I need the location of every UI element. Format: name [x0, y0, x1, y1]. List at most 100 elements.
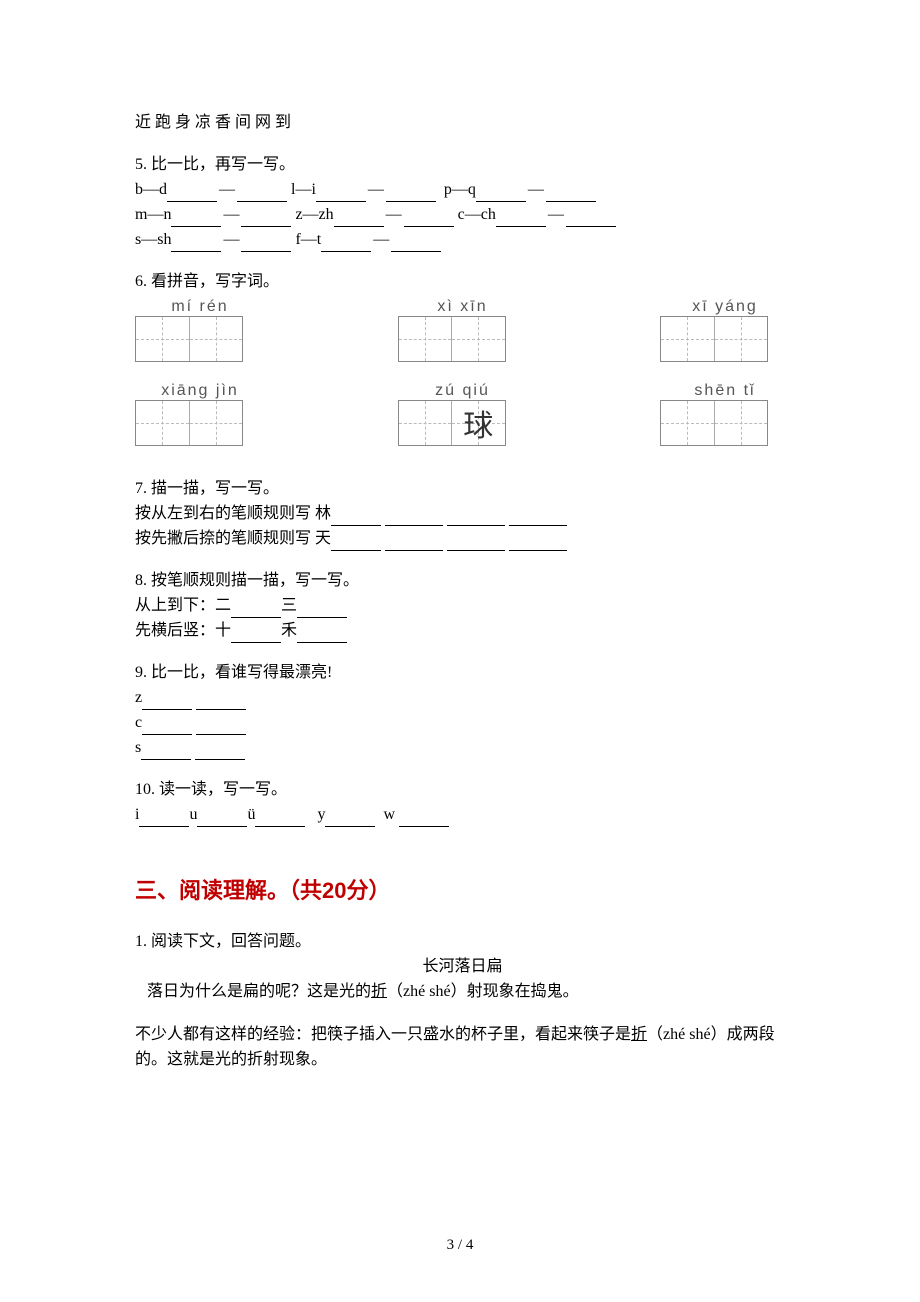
blank — [196, 693, 246, 710]
q5-pair: s—sh — [135, 231, 171, 248]
passage-p2: 不少人都有这样的经验：把筷子插入一只盛水的杯子里，看起来筷子是折（zhé shé… — [135, 1022, 790, 1072]
blank — [197, 810, 247, 827]
q9-line-s: s — [135, 735, 790, 760]
pinyin-label: xiāng jìn — [135, 382, 265, 400]
p1-post: （zhé shé）射现象在捣鬼。 — [387, 983, 579, 1000]
blank — [334, 210, 384, 227]
q5-pair: c—ch — [458, 206, 496, 223]
passage-title: 长河落日扁 — [135, 954, 790, 979]
q6-row1: mí rén xì xīn xī yáng — [135, 298, 790, 362]
q10-letter: u — [189, 806, 197, 823]
q6-row2: xiāng jìn zú qiú 球 shēn tǐ — [135, 382, 790, 446]
q5-pair: z—zh — [295, 206, 333, 223]
blank — [231, 601, 281, 618]
blank — [509, 534, 567, 551]
question-9: 9. 比一比，看谁写得最漂亮! z c s — [135, 660, 790, 760]
question-7: 7. 描一描，写一写。 按从左到右的笔顺规则写 林 按先撇后捺的笔顺规则写 天 — [135, 476, 790, 551]
q8-line1-text: 从上到下：二 — [135, 597, 231, 614]
blank — [241, 235, 291, 252]
blank — [195, 743, 245, 760]
p1-pre: 落日为什么是扁的呢？这是光的 — [147, 983, 371, 1000]
reading-question-1: 1. 阅读下文，回答问题。 长河落日扁 落日为什么是扁的呢？这是光的折（zhé … — [135, 929, 790, 1072]
writing-grid — [660, 400, 768, 446]
pinyin-item: mí rén — [135, 298, 265, 362]
q9-line-z: z — [135, 685, 790, 710]
pinyin-label: mí rén — [135, 298, 265, 316]
q10-number: 10. — [135, 781, 155, 798]
writing-grid: 球 — [398, 400, 506, 446]
q8-line1-mid: 三 — [281, 597, 297, 614]
p1-underline: 折 — [371, 983, 387, 1000]
q9-title: 比一比，看谁写得最漂亮! — [151, 664, 332, 681]
blank — [171, 235, 221, 252]
page-footer: 3 / 4 — [0, 1237, 920, 1254]
q4-characters: 近 跑 身 凉 香 间 网 到 — [135, 110, 790, 135]
blank — [237, 185, 287, 202]
q10-letter: ü — [247, 806, 255, 823]
q9-line-c: c — [135, 710, 790, 735]
q7-line2-text: 按先撇后捺的笔顺规则写 天 — [135, 530, 331, 547]
writing-grid — [135, 316, 243, 362]
writing-grid — [135, 400, 243, 446]
pinyin-label: shēn tǐ — [660, 382, 790, 400]
question-10: 10. 读一读，写一写。 iuü y w — [135, 777, 790, 827]
pinyin-item: xì xīn — [398, 298, 528, 362]
question-5: 5. 比一比，再写一写。 b—d— l—i— p—q— m—n— z—zh— c… — [135, 152, 790, 252]
q5-row1: b—d— l—i— p—q— — [135, 177, 790, 202]
grid-char: 球 — [452, 401, 505, 445]
blank — [447, 534, 505, 551]
q7-line2: 按先撇后捺的笔顺规则写 天 — [135, 526, 790, 551]
blank — [316, 185, 366, 202]
blank — [167, 185, 217, 202]
q7-line1-text: 按从左到右的笔顺规则写 林 — [135, 505, 331, 522]
blank — [241, 210, 291, 227]
q10-title: 读一读，写一写。 — [159, 781, 287, 798]
q5-title: 比一比，再写一写。 — [151, 156, 295, 173]
pinyin-label: zú qiú — [398, 382, 528, 400]
q10-letter: y — [317, 806, 325, 823]
blank — [447, 509, 505, 526]
q8-number: 8. — [135, 572, 147, 589]
q10-letter: w — [383, 806, 395, 823]
blank — [255, 810, 305, 827]
passage-p1: 落日为什么是扁的呢？这是光的折（zhé shé）射现象在捣鬼。 — [135, 979, 790, 1004]
q5-pair: m—n — [135, 206, 171, 223]
pinyin-label: xì xīn — [398, 298, 528, 316]
blank — [404, 210, 454, 227]
q8-line2-mid: 禾 — [281, 622, 297, 639]
blank — [141, 743, 191, 760]
reading-title: 阅读下文，回答问题。 — [151, 933, 311, 950]
blank — [325, 810, 375, 827]
q6-title: 看拼音，写字词。 — [151, 273, 279, 290]
writing-grid — [660, 316, 768, 362]
q7-number: 7. — [135, 480, 147, 497]
question-8: 8. 按笔顺规则描一描，写一写。 从上到下：二三 先横后竖：十禾 — [135, 568, 790, 643]
section-3-heading: 三、阅读理解。（共20分） — [135, 873, 790, 905]
pinyin-item: xī yáng — [660, 298, 790, 362]
blank — [385, 534, 443, 551]
blank — [546, 185, 596, 202]
blank — [385, 509, 443, 526]
pinyin-item: xiāng jìn — [135, 382, 265, 446]
blank — [297, 601, 347, 618]
q9-letter: c — [135, 714, 142, 731]
blank — [386, 185, 436, 202]
blank — [297, 626, 347, 643]
q8-line2-text: 先横后竖：十 — [135, 622, 231, 639]
q9-letter: z — [135, 689, 142, 706]
q5-pair: l—i — [291, 181, 316, 198]
blank — [321, 235, 371, 252]
q7-line1: 按从左到右的笔顺规则写 林 — [135, 501, 790, 526]
blank — [496, 210, 546, 227]
q5-row2: m—n— z—zh— c—ch— — [135, 202, 790, 227]
blank — [139, 810, 189, 827]
blank — [196, 718, 246, 735]
blank — [391, 235, 441, 252]
blank — [331, 509, 381, 526]
blank — [566, 210, 616, 227]
q10-line: iuü y w — [135, 802, 790, 827]
q9-number: 9. — [135, 664, 147, 681]
p2-pre: 不少人都有这样的经验：把筷子插入一只盛水的杯子里，看起来筷子是 — [135, 1026, 631, 1043]
pinyin-item: zú qiú 球 — [398, 382, 528, 446]
q8-line1: 从上到下：二 三 — [135, 593, 790, 618]
